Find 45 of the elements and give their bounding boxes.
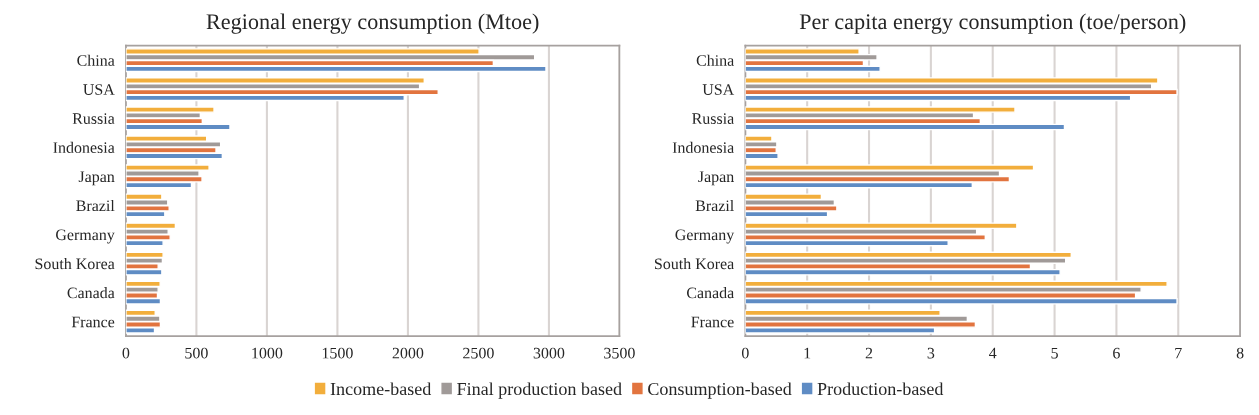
x-tick-label: 3500 [604,347,635,359]
x-tick-label: 1000 [252,347,283,359]
chart-title: Regional energy consumption (Mtoe) [206,13,539,34]
y-tick-label: Brazil [76,199,115,212]
x-tick-label: 8 [1236,347,1244,359]
y-tick-label: France [71,316,115,328]
x-tick-label: 7 [1175,347,1182,359]
y-tick-label: Brazil [695,199,734,212]
x-tick-label: 0 [741,347,749,359]
x-tick-label: 1 [804,347,811,359]
y-tick-label: Canada [686,287,734,299]
x-tick-label: 2000 [392,347,424,359]
y-tick-label: Russia [692,113,734,124]
y-tick-label: Japan [698,171,734,186]
x-tick-label: 3000 [533,347,565,359]
x-tick-label: 0 [122,347,130,359]
y-tick-label: China [77,54,115,66]
y-tick-label: Canada [67,287,115,299]
legend-label: Consumption-based [648,382,792,399]
x-tick-label: 500 [185,347,208,359]
legend-label: Income-based [330,382,432,396]
legend-label: Production-based [817,382,944,396]
y-tick-label: Indonesia [672,141,734,154]
y-tick-label: Indonesia [53,141,115,154]
y-tick-label: France [691,316,734,328]
y-tick-label: Germany [675,229,735,244]
y-tick-label: Germany [56,229,115,244]
x-tick-label: 2500 [463,347,494,359]
x-tick-label: 4 [989,347,997,359]
x-tick-label: 1500 [322,347,353,359]
y-tick-label: USA [702,84,735,95]
bar [125,222,177,230]
x-tick-label: 6 [1113,347,1120,359]
y-tick-label: South Korea [35,257,115,270]
y-tick-label: Japan [78,171,115,186]
x-tick-label: 5 [1051,347,1058,359]
y-tick-label: South Korea [654,257,734,270]
x-tick-label: 2 [865,347,873,359]
legend-label: Final production based [457,382,622,399]
y-tick-label: Russia [72,113,115,124]
y-tick-label: USA [83,84,115,95]
chart-title: Per capita energy consumption (toe/person) [799,13,1186,34]
x-tick-label: 3 [927,347,935,359]
bar [745,222,1018,230]
y-tick-label: China [696,54,734,66]
